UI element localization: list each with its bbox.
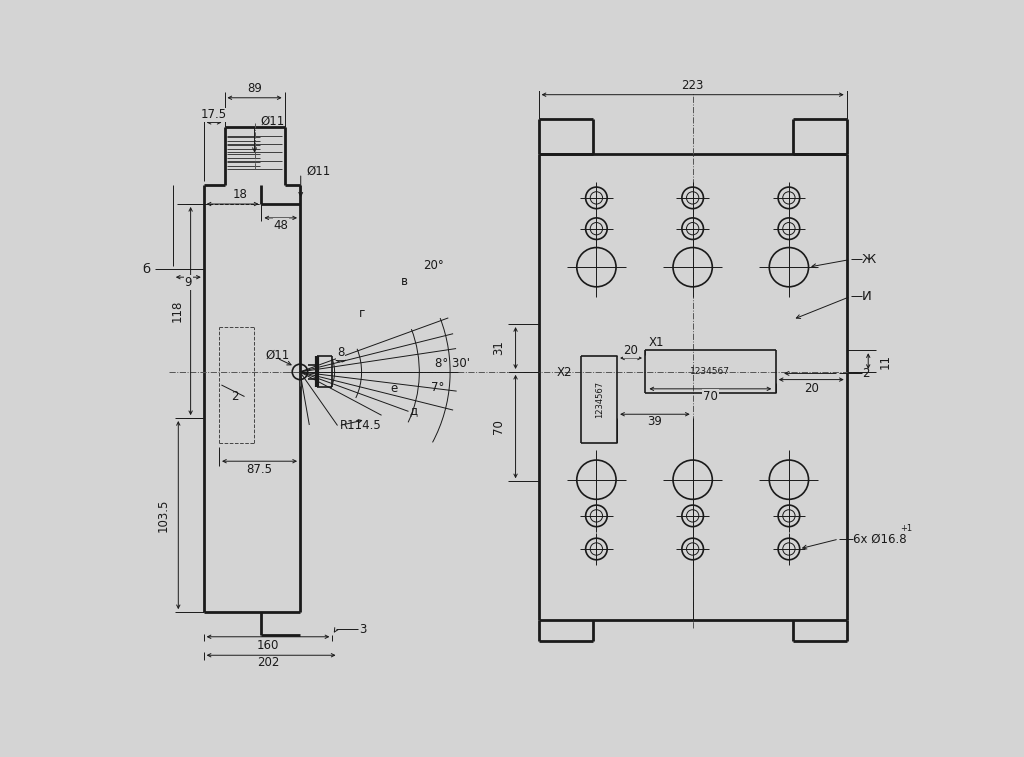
Text: 223: 223 — [682, 79, 703, 92]
Text: 87.5: 87.5 — [247, 463, 272, 476]
Text: 1234567: 1234567 — [595, 381, 603, 418]
Text: 1234567: 1234567 — [690, 367, 730, 376]
Text: 31: 31 — [493, 341, 505, 356]
Text: б: б — [142, 263, 151, 276]
Text: 48: 48 — [273, 219, 288, 232]
Text: 8° 30': 8° 30' — [435, 357, 470, 370]
Text: 118: 118 — [170, 300, 183, 322]
Text: Ø11: Ø11 — [306, 164, 331, 177]
Text: 20: 20 — [804, 382, 818, 395]
Text: г: г — [358, 307, 365, 320]
Text: 103.5: 103.5 — [157, 498, 169, 532]
Text: 70: 70 — [493, 419, 505, 434]
Text: R114.5: R114.5 — [340, 419, 382, 432]
Text: 202: 202 — [257, 656, 280, 669]
Text: 17.5: 17.5 — [201, 108, 227, 121]
Text: 39: 39 — [647, 416, 663, 428]
Text: 7°: 7° — [431, 381, 444, 394]
Text: X1: X1 — [649, 336, 665, 349]
Text: 89: 89 — [247, 82, 262, 95]
Text: 6х Ø16.8: 6х Ø16.8 — [853, 532, 906, 546]
Text: X2: X2 — [556, 366, 571, 379]
Text: Ø11: Ø11 — [265, 348, 290, 361]
Text: Ø11: Ø11 — [261, 114, 285, 127]
Text: 20°: 20° — [423, 259, 444, 272]
Text: И: И — [862, 290, 871, 303]
Text: 70: 70 — [702, 390, 718, 403]
Text: 160: 160 — [257, 639, 280, 652]
Text: 2: 2 — [230, 390, 239, 403]
Text: 8: 8 — [337, 346, 344, 359]
Text: 9: 9 — [184, 276, 193, 289]
Text: +1: +1 — [900, 524, 912, 533]
Text: 18: 18 — [232, 188, 248, 201]
Text: е: е — [390, 382, 397, 395]
Text: 3: 3 — [359, 622, 367, 636]
Text: 11: 11 — [879, 354, 892, 369]
Text: д: д — [410, 404, 418, 417]
Text: 2: 2 — [862, 367, 869, 380]
Text: в: в — [400, 275, 408, 288]
Text: 20: 20 — [624, 344, 639, 357]
Text: Ж: Ж — [862, 253, 877, 266]
